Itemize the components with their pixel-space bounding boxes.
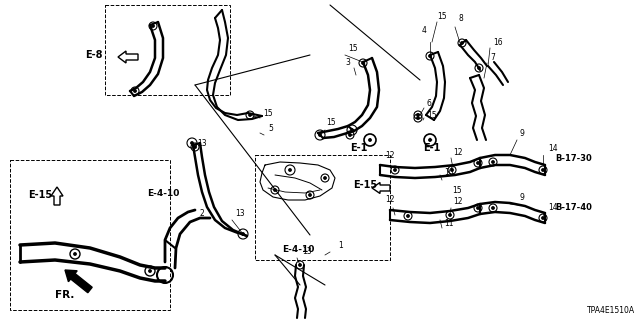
Circle shape (324, 177, 326, 179)
Circle shape (309, 194, 311, 196)
Bar (10, 160, 170, 310)
Circle shape (492, 161, 494, 163)
Circle shape (74, 253, 76, 255)
Circle shape (249, 114, 252, 116)
Text: TPA4E1510A: TPA4E1510A (587, 306, 635, 315)
Circle shape (369, 139, 371, 141)
Text: B-17-40: B-17-40 (555, 204, 592, 212)
Text: 12: 12 (453, 197, 463, 206)
Text: 9: 9 (520, 194, 525, 203)
Circle shape (299, 264, 301, 266)
Text: E-1: E-1 (350, 143, 368, 153)
Text: 10: 10 (444, 167, 454, 177)
Text: 1: 1 (338, 241, 343, 250)
Circle shape (191, 142, 193, 144)
Text: 15: 15 (263, 108, 273, 117)
Circle shape (429, 139, 431, 141)
FancyArrow shape (118, 51, 138, 63)
Text: 14: 14 (548, 203, 557, 212)
Text: 4: 4 (422, 26, 427, 35)
Text: 7: 7 (490, 52, 495, 61)
Text: 15: 15 (326, 117, 335, 126)
Text: 3: 3 (345, 58, 350, 67)
Circle shape (461, 42, 463, 44)
Bar (255, 155, 390, 260)
Circle shape (152, 25, 154, 27)
Text: E-4-10: E-4-10 (282, 245, 314, 254)
Circle shape (407, 215, 409, 217)
Circle shape (542, 169, 544, 171)
Circle shape (542, 217, 544, 219)
Circle shape (351, 129, 353, 131)
Text: E-8: E-8 (86, 50, 103, 60)
Circle shape (451, 169, 453, 171)
Circle shape (349, 134, 351, 136)
FancyArrow shape (372, 182, 390, 194)
Text: 15: 15 (427, 110, 436, 119)
Text: 13: 13 (197, 139, 207, 148)
Circle shape (477, 162, 479, 164)
Circle shape (417, 117, 419, 119)
Text: 12: 12 (385, 196, 394, 204)
Circle shape (134, 90, 136, 92)
Circle shape (492, 207, 494, 209)
Circle shape (394, 169, 396, 171)
Text: 16: 16 (493, 37, 502, 46)
Text: 15: 15 (348, 44, 358, 52)
Text: 6: 6 (426, 99, 431, 108)
Text: 2: 2 (199, 209, 204, 218)
Text: 9: 9 (519, 129, 524, 138)
Text: 13: 13 (235, 210, 244, 219)
Circle shape (289, 169, 291, 171)
Text: 12: 12 (385, 150, 394, 159)
Text: 11: 11 (444, 219, 454, 228)
Text: E-1: E-1 (423, 143, 441, 153)
Text: 13: 13 (302, 247, 312, 257)
Bar (105, 5, 230, 95)
Circle shape (194, 146, 196, 148)
Circle shape (477, 207, 479, 209)
Text: 5: 5 (268, 124, 273, 132)
Circle shape (449, 214, 451, 216)
Text: E-15: E-15 (353, 180, 377, 190)
Text: 15: 15 (452, 186, 461, 195)
Text: 8: 8 (458, 13, 463, 22)
Text: 12: 12 (453, 148, 463, 156)
Text: 15: 15 (437, 12, 447, 20)
Circle shape (429, 55, 431, 57)
Circle shape (319, 134, 321, 136)
Circle shape (362, 62, 364, 64)
Text: 14: 14 (548, 143, 557, 153)
FancyArrow shape (51, 187, 63, 205)
FancyArrow shape (65, 270, 92, 293)
Circle shape (274, 189, 276, 191)
Circle shape (149, 270, 151, 272)
Text: B-17-30: B-17-30 (555, 154, 592, 163)
Text: FR.: FR. (55, 290, 74, 300)
Text: E-15: E-15 (28, 190, 52, 200)
Circle shape (417, 114, 419, 116)
Circle shape (242, 233, 244, 235)
Circle shape (478, 67, 480, 69)
Text: E-4-10: E-4-10 (147, 188, 179, 197)
